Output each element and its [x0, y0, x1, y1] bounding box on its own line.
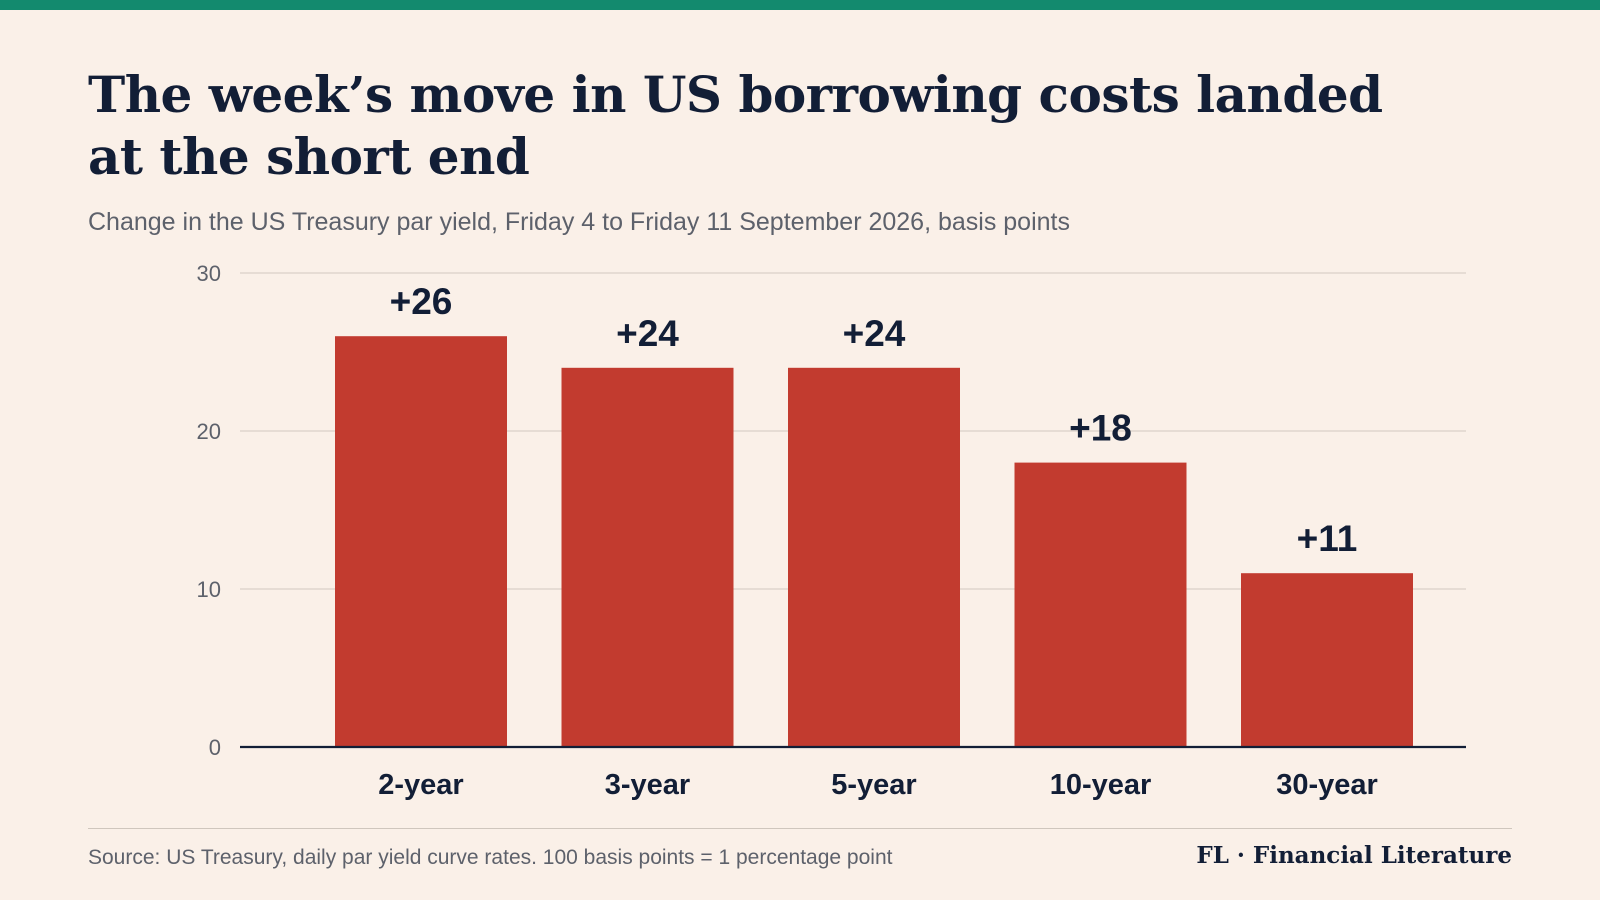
x-tick-label: 2-year [378, 769, 463, 801]
y-tick-label: 0 [209, 735, 221, 760]
value-labels: +26 +24 +24 +18 +11 [390, 281, 1358, 559]
bar-chart: +26 +24 +24 +18 +11 0 10 20 30 2-year 3-year 5-yea… [197, 261, 1466, 801]
bar [561, 367, 734, 747]
chart-title: The week’s move in US borrowing costs la… [88, 65, 1383, 186]
y-tick-label: 20 [197, 419, 221, 444]
footer-divider [88, 828, 1512, 829]
publisher-brand: FL · Financial Literature [1196, 842, 1512, 869]
bar [1014, 462, 1187, 747]
data-label: +18 [1069, 408, 1132, 449]
y-tick-label: 10 [197, 577, 221, 602]
x-tick-label: 3-year [605, 769, 690, 801]
x-tick-label: 5-year [831, 769, 916, 801]
bar [1241, 573, 1413, 747]
y-tick-label: 30 [197, 261, 221, 286]
data-label: +24 [843, 313, 906, 354]
data-label: +26 [390, 281, 453, 322]
bar [335, 336, 507, 747]
data-label: +24 [616, 313, 679, 354]
source-note: Source: US Treasury, daily par yield cur… [88, 846, 893, 869]
bars [335, 336, 1413, 747]
x-tick-label: 10-year [1050, 769, 1152, 801]
data-label: +11 [1297, 518, 1358, 559]
chart-subtitle: Change in the US Treasury par yield, Fri… [88, 208, 1070, 236]
top-accent-bar [0, 0, 1600, 10]
x-tick-label: 30-year [1276, 769, 1378, 801]
bar [788, 367, 960, 747]
axes: 0 10 20 30 2-year 3-year 5-year 10-year 30-year [197, 261, 1466, 801]
